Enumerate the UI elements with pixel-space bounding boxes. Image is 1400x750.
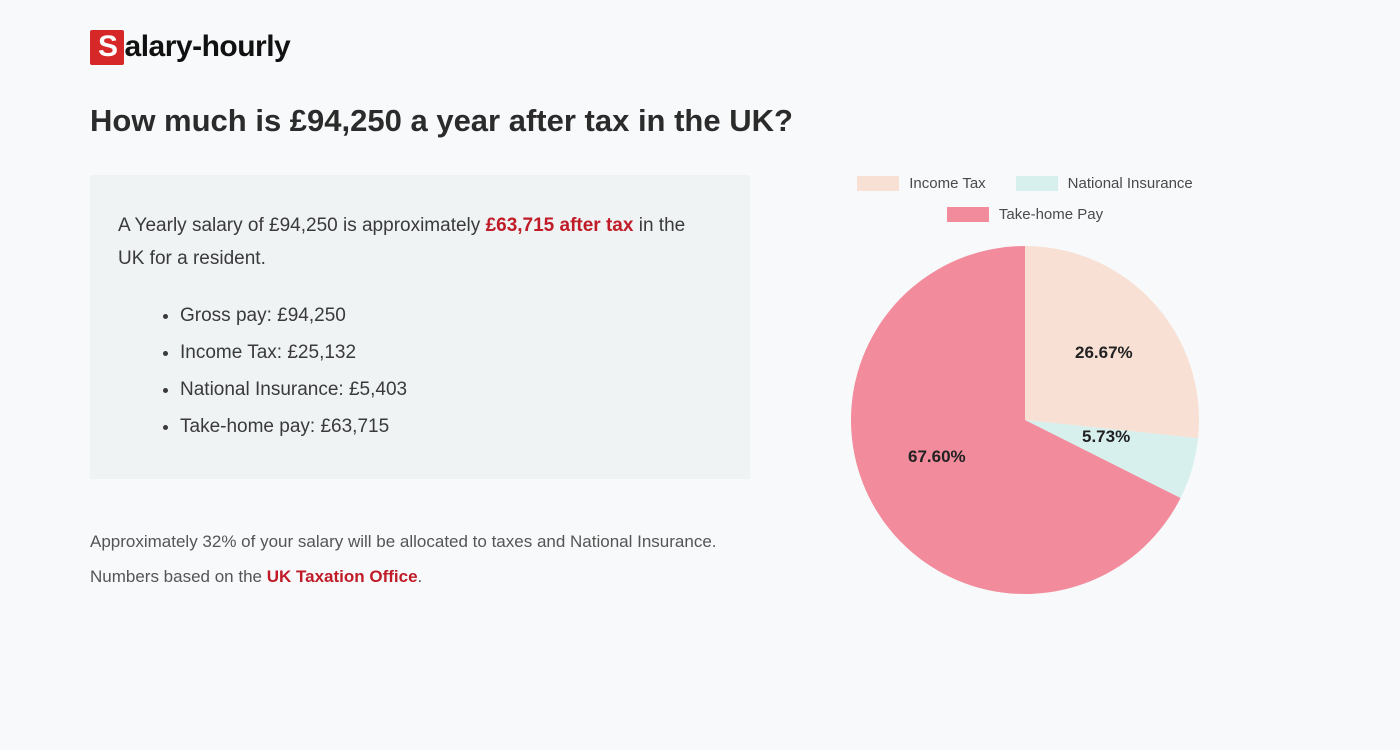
intro-text: A Yearly salary of £94,250 is approximat…	[118, 209, 712, 276]
pie-legend: Income Tax National Insurance Take-home …	[840, 175, 1210, 223]
pie-chart: 26.67% 5.73% 67.60%	[840, 235, 1210, 605]
pie-slice-label: 67.60%	[908, 447, 966, 467]
legend-item: Income Tax	[857, 175, 985, 192]
legend-item: National Insurance	[1016, 175, 1193, 192]
legend-label: Income Tax	[909, 175, 985, 192]
page-title: How much is £94,250 a year after tax in …	[90, 103, 1310, 139]
intro-highlight: £63,715 after tax	[486, 215, 634, 236]
legend-swatch	[1016, 176, 1058, 191]
legend-label: National Insurance	[1068, 175, 1193, 192]
content-row: A Yearly salary of £94,250 is approximat…	[90, 175, 1310, 605]
footnote-line2b: .	[418, 567, 423, 586]
list-item: Take-home pay: £63,715	[180, 408, 712, 445]
list-item: Income Tax: £25,132	[180, 334, 712, 371]
legend-item: Take-home Pay	[947, 206, 1103, 223]
breakdown-list: Gross pay: £94,250 Income Tax: £25,132 N…	[118, 297, 712, 445]
legend-swatch	[857, 176, 899, 191]
legend-swatch	[947, 207, 989, 222]
summary-box: A Yearly salary of £94,250 is approximat…	[90, 175, 750, 480]
logo-rest: alary-hourly	[125, 30, 291, 63]
footnote-line1: Approximately 32% of your salary will be…	[90, 532, 717, 551]
footnote: Approximately 32% of your salary will be…	[90, 525, 750, 595]
pie-slice-label: 26.67%	[1075, 343, 1133, 363]
left-column: A Yearly salary of £94,250 is approximat…	[90, 175, 750, 595]
logo-s-box: S	[90, 30, 124, 65]
list-item: Gross pay: £94,250	[180, 297, 712, 334]
intro-part1: A Yearly salary of £94,250 is approximat…	[118, 215, 486, 236]
list-item: National Insurance: £5,403	[180, 371, 712, 408]
site-logo: Salary-hourly	[90, 30, 1310, 65]
legend-label: Take-home Pay	[999, 206, 1103, 223]
pie-slice-label: 5.73%	[1082, 427, 1130, 447]
footnote-line2a: Numbers based on the	[90, 567, 267, 586]
pie-svg	[840, 235, 1210, 605]
taxation-office-link[interactable]: UK Taxation Office	[267, 567, 418, 586]
chart-column: Income Tax National Insurance Take-home …	[840, 175, 1210, 605]
